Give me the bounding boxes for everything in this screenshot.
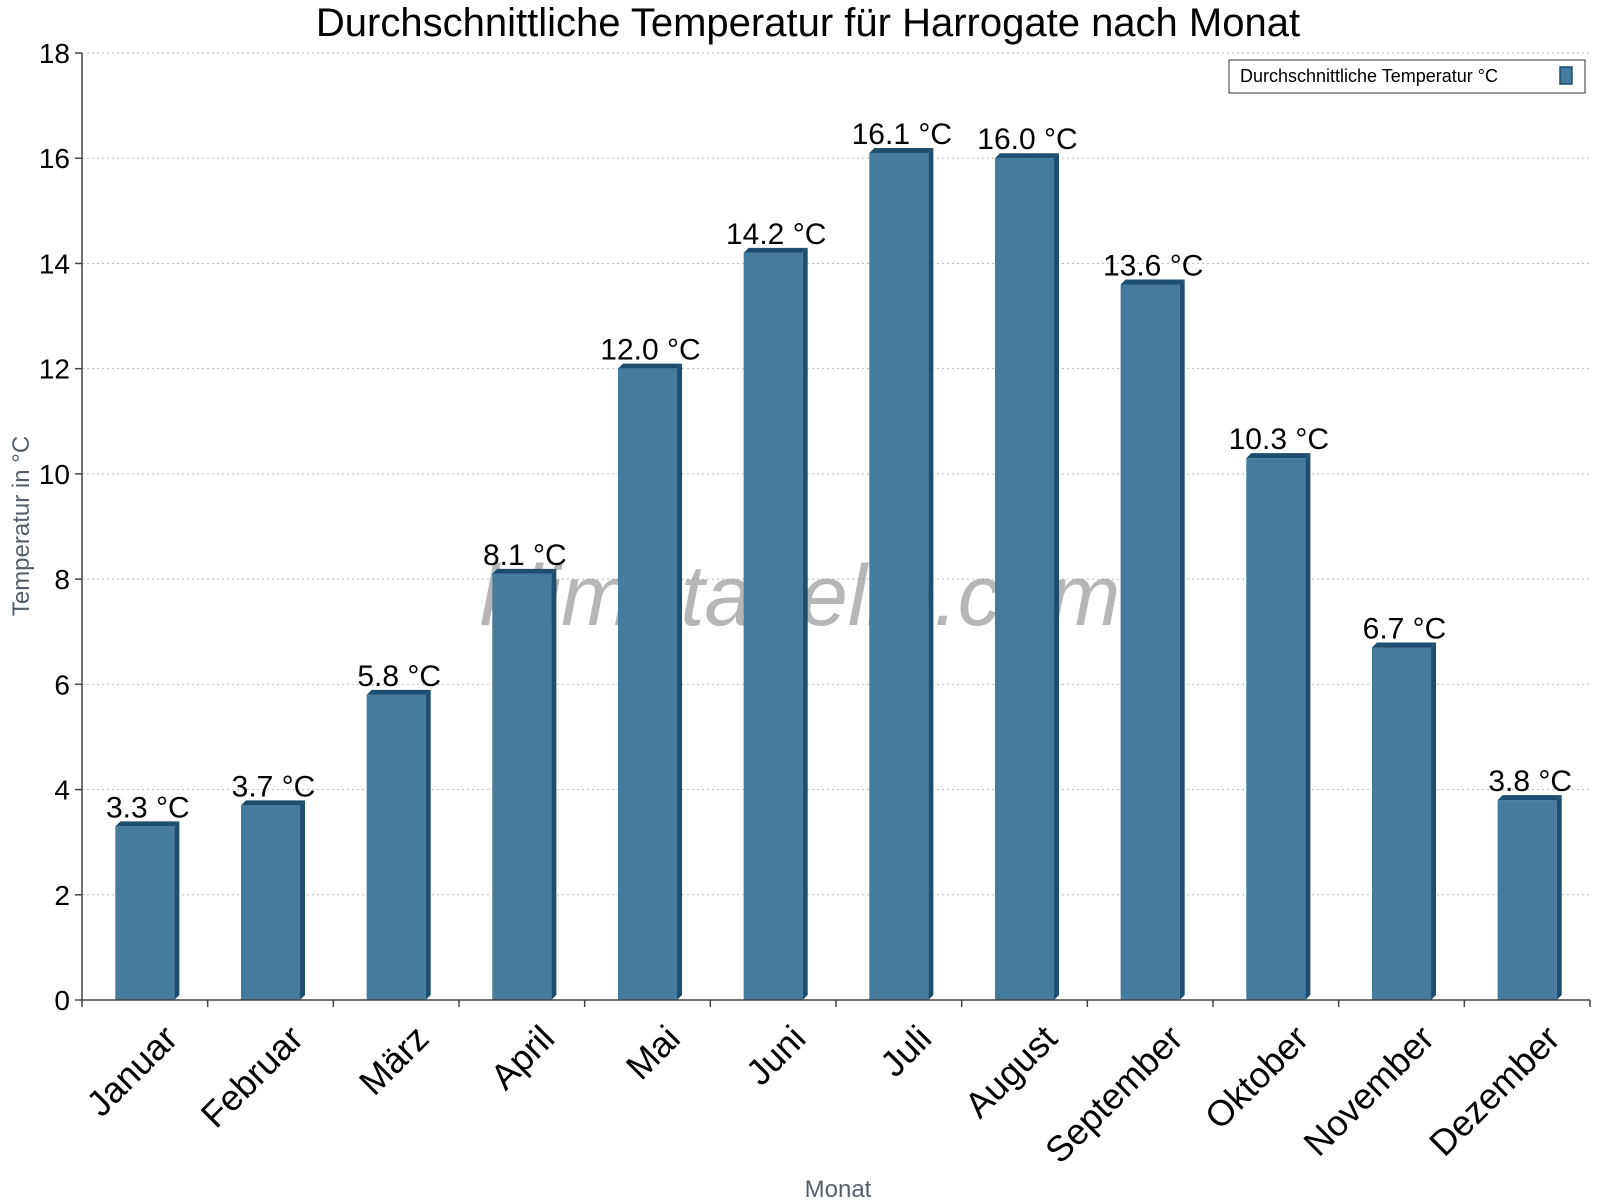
bar-top [1120,279,1185,285]
bar-side [1556,795,1562,1000]
y-tick-label: 2 [54,880,70,911]
data-label: 14.2 °C [726,218,826,251]
y-tick-label: 12 [39,354,70,385]
bar [617,368,678,1001]
y-tick-label: 4 [54,775,70,806]
bar-side [300,800,306,1000]
bar-top [1497,795,1562,801]
bar-side [425,689,431,1000]
bar [743,252,803,1000]
legend: Durchschnittliche Temperatur °C [1228,59,1586,94]
y-tick-label: 14 [39,248,70,279]
bar-top [743,247,808,253]
bar [994,158,1055,1000]
y-tick-label: 10 [39,459,70,490]
bar [869,152,929,1000]
x-tick-label: Januar [78,1017,185,1124]
y-tick-label: 18 [39,38,70,69]
bar-series [115,147,1562,1001]
bar-side [802,247,808,1000]
data-label: 6.7 °C [1363,613,1447,646]
data-label: 13.6 °C [1103,249,1203,282]
data-label: 8.1 °C [483,539,567,572]
legend-label: Durchschnittliche Temperatur °C [1240,66,1498,86]
x-tick-label: März [351,1017,437,1103]
bar-side [1431,642,1437,1000]
bar [1246,458,1306,1000]
bar-side [928,147,934,1000]
bar-side [677,363,683,1001]
bar [366,694,426,1000]
bar-top [492,568,557,574]
x-tick-label: November [1295,1017,1441,1163]
y-tick-label: 6 [54,669,70,700]
x-tick-label: September [1037,1017,1191,1171]
data-label: 3.8 °C [1488,765,1572,798]
bar-side [1305,453,1311,1000]
data-label: 5.8 °C [357,660,441,693]
x-tick-label: Juli [872,1017,939,1084]
bar-top [115,821,180,827]
data-label: 3.3 °C [106,791,190,824]
bar-top [1246,453,1311,459]
x-tick-label: Oktober [1197,1017,1317,1137]
bar-top [366,689,431,695]
x-tick-label: Mai [618,1017,688,1087]
bar [240,805,301,1000]
data-label: 10.3 °C [1229,423,1329,456]
bar-top [240,800,306,806]
x-tick-label: Februar [193,1017,311,1135]
bar-top [617,363,683,369]
bar [115,826,175,1000]
data-labels: 3.3 °C 3.7 °C 5.8 °C 8.1 °C 12.0 °C 14.2 °C 16… [106,118,1572,824]
chart-title: Durchschnittliche Temperatur für Harroga… [316,1,1300,45]
y-axis-ticks: 0 2 4 6 8 10 12 14 16 18 [39,38,82,1016]
bar [492,573,552,1000]
data-label: 3.7 °C [232,770,316,803]
bar-top [869,147,934,153]
data-label: 16.0 °C [977,123,1077,156]
x-tick-label: Dezember [1421,1017,1567,1163]
y-tick-label: 0 [54,985,70,1016]
bar-top [994,153,1060,159]
bar-side [551,568,557,1000]
y-tick-label: 16 [39,143,70,174]
data-label: 12.0 °C [600,334,700,367]
x-axis-title: Monat [805,1176,872,1200]
x-tick-label: April [482,1017,562,1097]
x-tick-label: August [957,1017,1065,1125]
y-axis-title: Temperatur in °C [8,436,35,616]
bar-side [174,821,180,1000]
y-tick-label: 8 [54,564,70,595]
bar-side [1179,279,1185,1000]
data-label: 16.1 °C [852,118,952,151]
bar [1371,647,1432,1000]
bar [1120,284,1180,1000]
bar [1497,800,1557,1000]
bar-top [1371,642,1437,648]
x-tick-label: Juni [738,1017,814,1093]
gridlines [82,52,1590,896]
legend-swatch [1559,66,1573,85]
legend-box [1228,59,1586,94]
x-axis-ticks: Januar Februar März April Mai Juni Juli AugustS… [78,1000,1591,1171]
bar-side [1054,153,1060,1000]
